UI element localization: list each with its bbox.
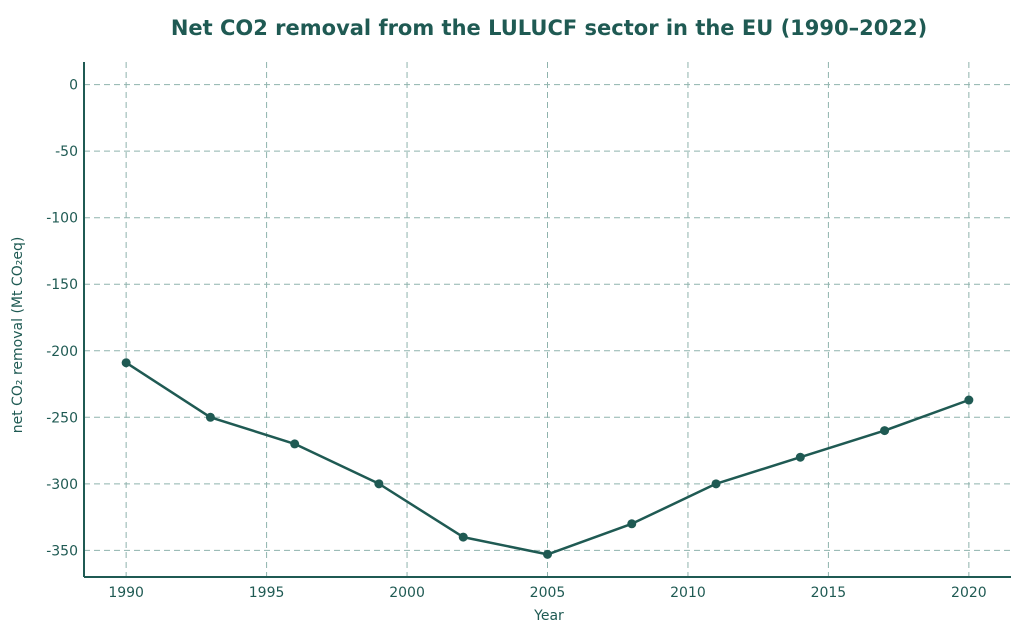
data-point bbox=[374, 479, 384, 489]
chart-title: Net CO2 removal from the LULUCF sector i… bbox=[171, 16, 927, 40]
data-point bbox=[205, 412, 215, 422]
data-point bbox=[458, 532, 468, 542]
y-tick-label: -300 bbox=[46, 477, 78, 493]
x-tick-label: 2010 bbox=[670, 585, 706, 601]
x-tick-label: 2000 bbox=[389, 585, 425, 601]
y-tick-label: -50 bbox=[55, 144, 78, 160]
y-tick-label: -150 bbox=[46, 277, 78, 293]
x-tick-label: 2020 bbox=[951, 585, 987, 601]
y-tick-label: -200 bbox=[46, 344, 78, 360]
x-tick-label: 2005 bbox=[530, 585, 566, 601]
y-tick-label: 0 bbox=[69, 78, 78, 94]
y-axis-label: net CO₂ removal (Mt CO₂eq) bbox=[10, 237, 26, 434]
x-tick-label: 2015 bbox=[811, 585, 847, 601]
x-tick-label: 1990 bbox=[108, 585, 144, 601]
tick-labels: 0 -50 -100 -150 -200 -250 -300 -350 1990 1995 2000… bbox=[46, 78, 986, 601]
y-tick-label: -250 bbox=[46, 410, 78, 426]
data-point bbox=[711, 479, 721, 489]
x-axis-label: Year bbox=[533, 608, 564, 624]
data-point bbox=[121, 358, 131, 368]
data-points bbox=[121, 358, 974, 559]
data-point bbox=[964, 395, 974, 405]
data-point bbox=[543, 549, 552, 559]
y-tick-label: -350 bbox=[46, 543, 78, 559]
data-point bbox=[795, 452, 805, 462]
data-point bbox=[627, 519, 637, 529]
data-point bbox=[290, 439, 300, 449]
x-tick-label: 1995 bbox=[249, 585, 285, 601]
grid-layer bbox=[84, 62, 1011, 577]
data-point bbox=[880, 426, 890, 436]
axes-layer bbox=[83, 62, 1011, 578]
y-tick-label: -100 bbox=[46, 211, 78, 227]
